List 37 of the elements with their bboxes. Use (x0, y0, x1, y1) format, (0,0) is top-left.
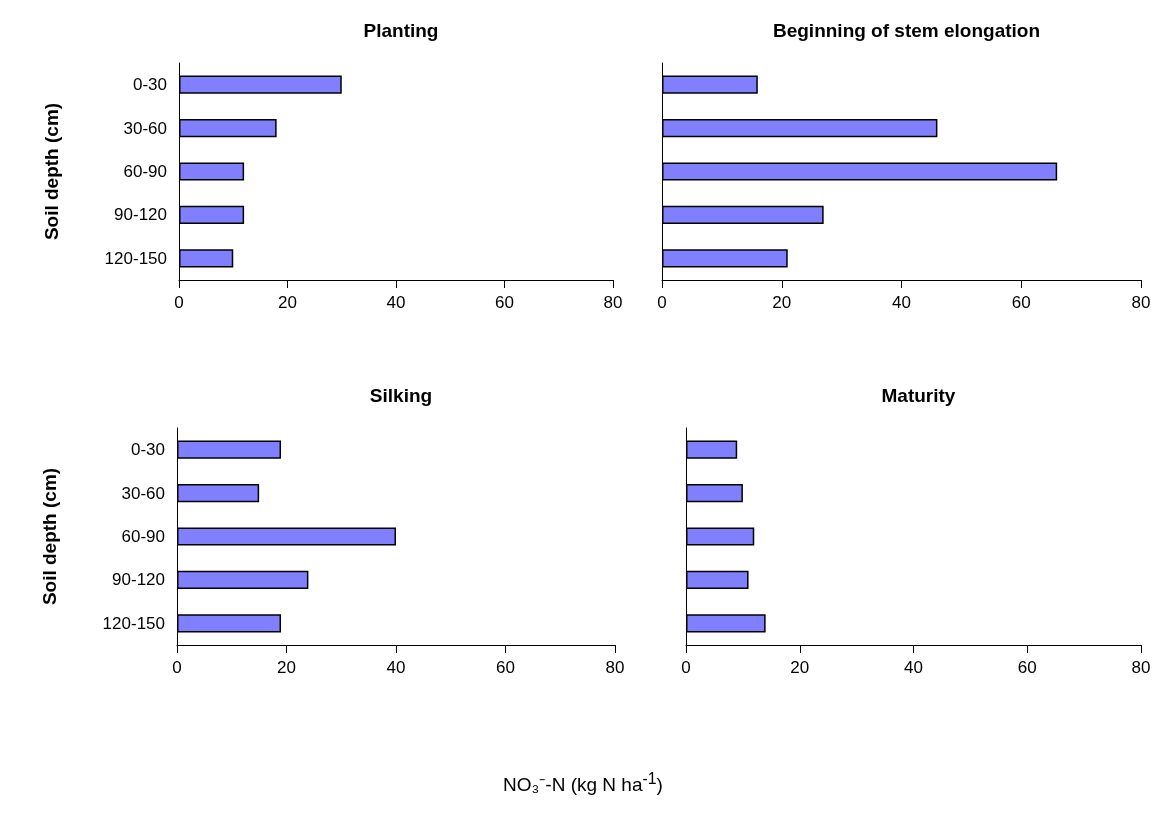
y-tick-label: 0-30 (130, 440, 165, 460)
x-tick-label: 20 (790, 658, 810, 677)
x-tick-label: 0 (681, 658, 691, 677)
y-tick-label: 60-90 (123, 162, 167, 181)
x-tick-label: 40 (904, 658, 923, 677)
x-tick-label: 20 (278, 293, 297, 312)
y-tick-label: 60-90 (121, 527, 165, 546)
chart-title: Silking (369, 385, 433, 406)
x-tick-label: 80 (1131, 658, 1151, 677)
y-tick-label: 30-60 (123, 118, 167, 138)
x-tick-label: 0 (172, 658, 182, 677)
chart-title: Beginning of stem elongation (772, 20, 1041, 41)
x-tick-label: 80 (1131, 293, 1151, 312)
y-axis-title: Soil depth (cm) (41, 102, 62, 241)
x-tick-label: 0 (657, 293, 667, 312)
y-tick-label: 90-120 (112, 570, 165, 590)
x-tick-label: 20 (277, 658, 296, 677)
x-tick-label: 60 (496, 658, 515, 677)
x-tick-label: 40 (386, 658, 406, 677)
y-tick-label: 0-30 (132, 75, 167, 95)
x-tick-label: 40 (386, 293, 406, 312)
y-axis-title: Soil depth (cm) (39, 467, 60, 606)
x-axis-title: NO₃⁻-N (kg N ha$^{-1}$) (502, 770, 664, 798)
y-tick-label: 30-60 (121, 483, 165, 503)
x-tick-label: 80 (605, 658, 625, 677)
y-tick-label: 90-120 (114, 205, 167, 225)
chart-title: Planting (363, 20, 439, 41)
x-tick-label: 80 (603, 293, 623, 312)
x-tick-label: 20 (772, 293, 792, 312)
x-tick-label: 60 (495, 293, 514, 312)
x-tick-label: 0 (174, 293, 184, 312)
x-tick-label: 60 (1011, 293, 1031, 312)
x-tick-label: 60 (1017, 658, 1037, 677)
y-tick-label: 120-150 (104, 248, 167, 268)
chart-title: Maturity (881, 385, 956, 406)
x-tick-label: 40 (892, 293, 911, 312)
y-tick-label: 120-150 (102, 613, 165, 633)
